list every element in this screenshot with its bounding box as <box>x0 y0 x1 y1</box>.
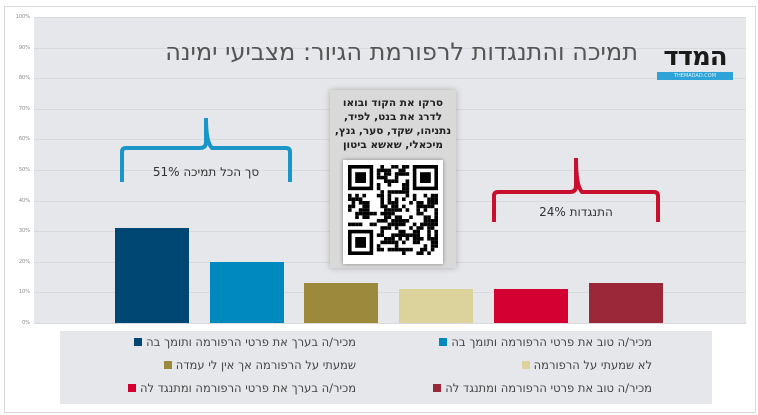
y-tick-label: 20% <box>18 258 30 265</box>
legend-item: מכיר/ה טוב את פרטי הרפורמה ומתנגד לה <box>433 381 652 395</box>
gridline <box>34 47 746 49</box>
legend-swatch-icon <box>433 384 442 392</box>
legend-swatch-icon <box>521 361 530 369</box>
gridline <box>34 292 746 294</box>
legend-label: מכיר/ה טוב את פרטי הרפורמה ומתנגד לה <box>445 381 652 395</box>
bar <box>210 261 284 323</box>
logo: המדד THEMADAD.COM <box>657 42 733 80</box>
legend-item: שמעתי על הרפורמה אך אין לי עמדה <box>163 358 356 372</box>
chart-title: תמיכה והתנגדות לרפורמת הגיור: מצביעי ימי… <box>165 38 638 66</box>
gridline <box>34 78 746 80</box>
y-tick-label: 80% <box>18 75 30 82</box>
bar <box>115 228 189 323</box>
legend-swatch-icon <box>163 361 172 369</box>
legend-swatch-icon <box>134 338 143 346</box>
bar <box>494 289 568 323</box>
gridline <box>34 17 746 18</box>
legend-item: מכיר/ה בערך את פרטי הרפורמה ומתנגד לה <box>127 381 356 395</box>
legend-label: שמעתי על הרפורמה אך אין לי עמדה <box>175 358 356 372</box>
oppose-total-label: התנגדות 24% <box>539 205 613 219</box>
qr-caption: סרקו את הקוד ובואו לדרג את בנט, לפיד, נת… <box>334 97 452 151</box>
y-tick-label: 60% <box>18 136 30 143</box>
y-tick-label: 100% <box>15 14 30 20</box>
legend-swatch-icon <box>439 338 448 346</box>
y-tick-label: 70% <box>18 105 30 112</box>
y-tick-label: 30% <box>18 228 30 235</box>
support-total-label: סך הכל תמיכה 51% <box>152 165 260 179</box>
y-tick-label: 10% <box>18 289 30 296</box>
y-tick-label: 40% <box>18 197 30 204</box>
gridline <box>34 323 746 324</box>
legend-swatch-icon <box>127 384 136 392</box>
y-tick-label: 50% <box>18 167 30 173</box>
legend: מכיר/ה בערך את פרטי הרפורמה ותומך בה מכיר… <box>60 331 712 404</box>
bar <box>399 289 473 323</box>
oppose-brace-icon <box>492 158 660 222</box>
logo-word: המדד <box>663 42 727 72</box>
legend-item: לא שמעתי על הרפורמה <box>521 358 652 372</box>
y-tick-label: 0% <box>22 320 30 326</box>
legend-label: מכיר/ה בערך את פרטי הרפורמה ומתנגד לה <box>139 381 356 395</box>
support-brace-icon <box>120 118 292 182</box>
bar <box>589 283 663 323</box>
bar <box>304 283 378 323</box>
legend-item: מכיר/ה טוב את פרטי הרפורמה ותומך בה <box>439 335 652 349</box>
legend-label: מכיר/ה בערך את פרטי הרפורמה ותומך בה <box>146 335 356 349</box>
plot-area <box>34 17 746 324</box>
logo-url: THEMADAD.COM <box>657 72 733 80</box>
legend-label: מכיר/ה טוב את פרטי הרפורמה ותומך בה <box>451 335 652 349</box>
legend-item: מכיר/ה בערך את פרטי הרפורמה ותומך בה <box>134 335 356 349</box>
qr-code-icon <box>343 160 443 264</box>
y-tick-label: 90% <box>18 44 30 51</box>
legend-label: לא שמעתי על הרפורמה <box>533 358 652 372</box>
qr-card: סרקו את הקוד ובואו לדרג את בנט, לפיד, נת… <box>330 90 456 268</box>
